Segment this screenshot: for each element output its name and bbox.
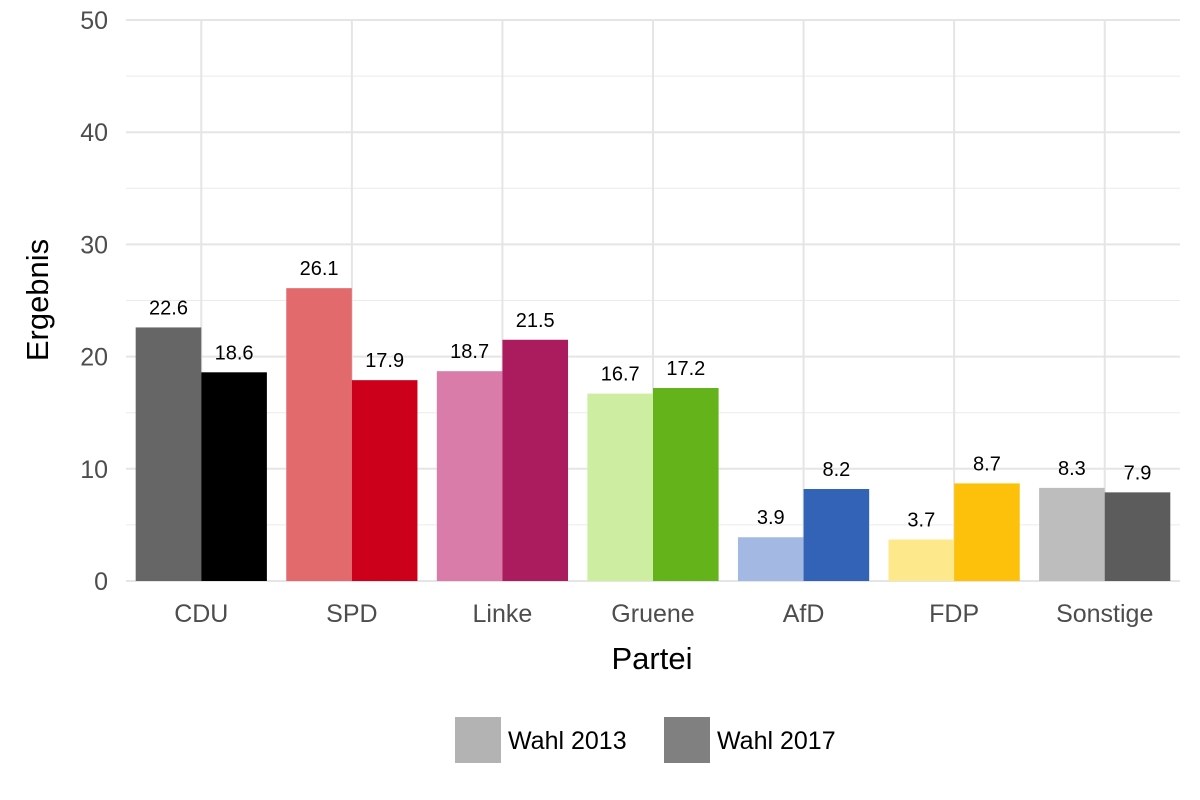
bar-value-label: 3.7	[907, 509, 935, 531]
x-axis-title: Partei	[612, 641, 693, 676]
bar-value-label: 3.9	[757, 507, 785, 529]
x-axis-ticks: CDU SPD Linke Gruene AfD FDP Sonstige	[174, 600, 1153, 628]
bar-value-label: 17.2	[666, 358, 705, 380]
bar-sonstige-2013	[1039, 487, 1105, 581]
bar-cdu-2013	[135, 327, 202, 581]
y-tick-label: 40	[80, 119, 108, 147]
bar-cdu-2017	[201, 372, 267, 581]
bar-afd-2017	[803, 488, 870, 581]
bar-value-label: 17.9	[365, 350, 404, 372]
bar-value-label: 18.6	[215, 342, 254, 364]
x-tick-label: CDU	[174, 600, 228, 628]
x-tick-label: AfD	[783, 600, 825, 628]
legend-label: Wahl 2013	[508, 727, 627, 755]
y-tick-label: 20	[80, 344, 108, 372]
bar-linke-2017	[502, 339, 569, 581]
bar-value-label: 18.7	[450, 341, 489, 363]
y-tick-label: 50	[80, 7, 108, 35]
y-tick-label: 10	[80, 456, 108, 484]
bar-labels: 22.6 18.6 26.1 17.9 18.7 21.5 16.7 17.2 3.9 8.2 3.…	[149, 258, 1151, 531]
y-tick-label: 30	[80, 231, 108, 259]
legend: Wahl 2013 Wahl 2017	[455, 717, 836, 763]
y-axis-title: Ergebnis	[20, 239, 55, 361]
bar-value-label: 7.9	[1124, 462, 1152, 484]
bar-value-label: 8.7	[973, 453, 1001, 475]
legend-label: Wahl 2017	[717, 727, 836, 755]
x-tick-label: Linke	[473, 600, 533, 628]
bar-fdp-2017	[954, 483, 1020, 581]
bar-spd-2013	[286, 288, 352, 581]
bar-value-label: 26.1	[300, 258, 339, 280]
bar-value-label: 16.7	[601, 364, 640, 386]
bar-spd-2017	[351, 380, 418, 581]
bar-gruene-2017	[653, 388, 719, 581]
legend-swatch	[664, 717, 710, 763]
bar-afd-2013	[737, 537, 804, 581]
bar-fdp-2013	[888, 539, 955, 581]
x-tick-label: Sonstige	[1056, 600, 1153, 628]
bar-linke-2013	[436, 371, 503, 581]
bar-value-label: 8.2	[822, 459, 850, 481]
bar-value-label: 22.6	[149, 297, 188, 319]
bar-sonstige-2017	[1104, 492, 1171, 581]
x-tick-label: SPD	[326, 600, 377, 628]
bar-value-label: 8.3	[1058, 458, 1086, 480]
bar-gruene-2013	[587, 393, 653, 581]
y-tick-label: 0	[94, 568, 108, 596]
x-tick-label: Gruene	[611, 600, 694, 628]
x-tick-label: FDP	[929, 600, 979, 628]
bar-value-label: 21.5	[516, 310, 555, 332]
y-axis-ticks: 0 10 20 30 40 50	[80, 7, 108, 596]
legend-swatch	[455, 717, 501, 763]
bars	[135, 288, 1171, 581]
